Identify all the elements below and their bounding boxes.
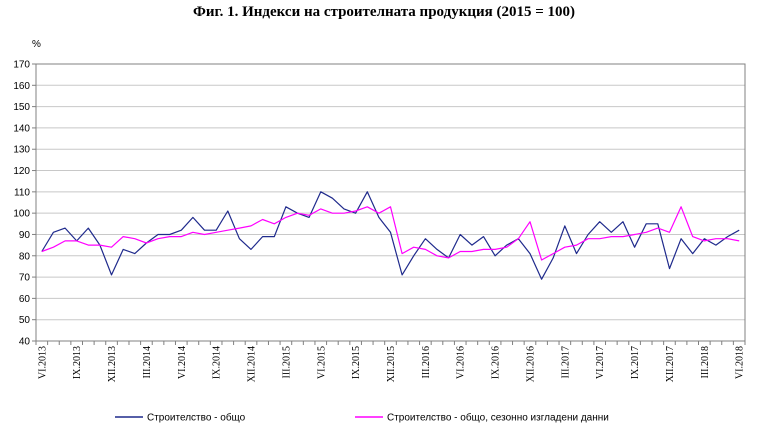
- x-tick-label: IX.2014: [212, 346, 223, 379]
- x-tick-label: III.2018: [700, 346, 711, 379]
- gridlines: [36, 84, 745, 321]
- y-tick-label: 90: [19, 230, 31, 241]
- series-line-1: [41, 191, 740, 280]
- x-tick-label: XII.2015: [386, 346, 397, 382]
- x-tick-label: VI.2014: [177, 346, 188, 379]
- y-tick-label: 150: [13, 102, 30, 113]
- x-tick-label: VI.2018: [735, 346, 746, 379]
- x-tick-label: VI.2016: [456, 346, 467, 379]
- y-tick-label: 100: [13, 209, 30, 220]
- x-tick-label: III.2015: [281, 346, 292, 379]
- x-tick-label: VI.2017: [595, 346, 606, 379]
- legend-label: Строителство - общо: [147, 412, 246, 424]
- series-lines: [41, 191, 740, 280]
- x-tick-label: IX.2013: [72, 346, 83, 379]
- y-tick-label: 170: [13, 60, 30, 71]
- x-tick-label: XII.2014: [247, 346, 258, 382]
- x-axis-ticks: VI.2013 IX.2013 XII.2013 III.2014 VI.2014 IX.…: [35, 341, 746, 382]
- x-tick-label: XII.2013: [107, 346, 118, 382]
- y-tick-label: 40: [19, 337, 31, 348]
- y-tick-label: 60: [19, 294, 31, 305]
- x-tick-label: XII.2017: [665, 346, 676, 382]
- y-tick-label: 140: [13, 123, 30, 134]
- y-tick-label: 70: [19, 273, 31, 284]
- y-axis-ticks: 40 50 60 70 80 90 100 110 120 130 140 150 160 170: [13, 60, 36, 348]
- y-tick-label: 130: [13, 145, 30, 156]
- legend: Строителство - общо Строителство - общо, …: [115, 412, 609, 424]
- y-axis-unit-label: %: [32, 39, 41, 50]
- x-tick-label: IX.2017: [630, 346, 641, 379]
- y-tick-label: 80: [19, 251, 31, 262]
- x-tick-label: III.2016: [421, 346, 432, 379]
- x-tick-label: IX.2015: [351, 346, 362, 379]
- x-tick-label: XII.2016: [525, 346, 536, 382]
- y-tick-label: 160: [13, 81, 30, 92]
- y-tick-label: 50: [19, 315, 31, 326]
- x-tick-label: III.2014: [142, 346, 153, 379]
- x-tick-label: VI.2015: [316, 346, 327, 379]
- chart-title: Фиг. 1. Индекси на строителната продукци…: [192, 4, 576, 20]
- plot-area-frame: [35, 63, 746, 342]
- x-tick-label: IX.2016: [491, 346, 502, 379]
- y-tick-label: 110: [14, 187, 30, 198]
- x-tick-label: VI.2013: [37, 346, 48, 379]
- x-tick-label: III.2017: [560, 346, 571, 379]
- series-line-2: [41, 206, 740, 261]
- legend-label: Строителство - общо, сезонно изгладени д…: [387, 412, 609, 424]
- y-tick-label: 120: [13, 166, 30, 177]
